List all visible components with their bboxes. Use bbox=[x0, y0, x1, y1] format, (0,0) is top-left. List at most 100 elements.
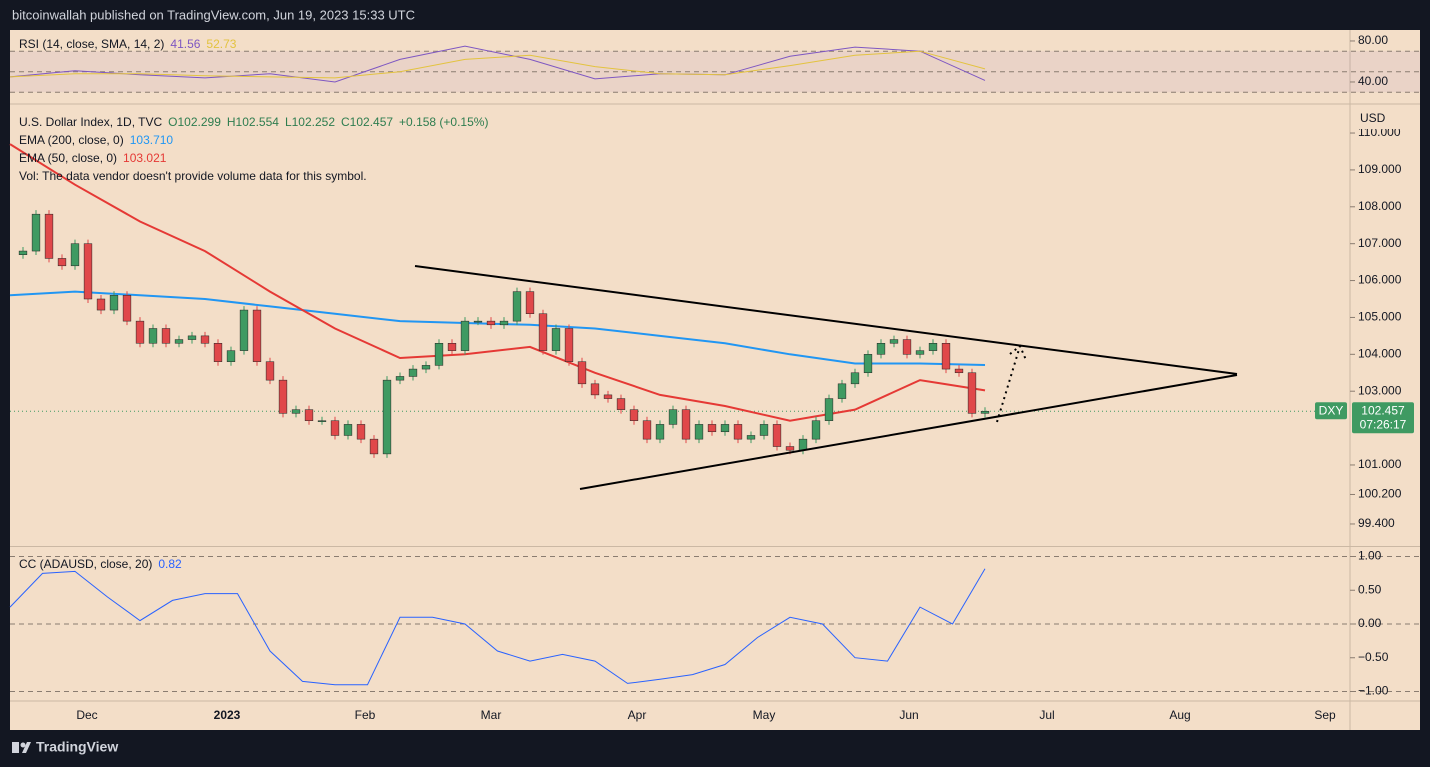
candle-body bbox=[811, 420, 821, 440]
legend-title: EMA (200, close, 0) bbox=[19, 133, 124, 147]
candle-body bbox=[278, 379, 288, 414]
legend-title: U.S. Dollar Index, 1D, TVC bbox=[19, 115, 162, 129]
candle-body bbox=[291, 409, 301, 414]
candle-body bbox=[486, 320, 496, 326]
candle-body bbox=[616, 398, 626, 410]
candle-body bbox=[889, 339, 899, 344]
tradingview-logo bbox=[12, 742, 31, 753]
x-tick-label: 2023 bbox=[214, 708, 241, 722]
indicator-line bbox=[9, 568, 986, 686]
drawings bbox=[414, 265, 1238, 490]
candle-body bbox=[694, 424, 704, 440]
candle-body bbox=[512, 291, 522, 322]
candle-body bbox=[148, 328, 158, 344]
candle-body bbox=[330, 420, 340, 436]
candle-body bbox=[226, 350, 236, 362]
candle-body bbox=[525, 291, 535, 315]
candle-body bbox=[265, 361, 275, 381]
symbol-tag-label: DXY bbox=[1319, 403, 1344, 417]
legend-value: 103.021 bbox=[123, 151, 167, 165]
y-tick-label: 0.50 bbox=[1358, 582, 1382, 596]
candle-body bbox=[356, 424, 366, 440]
candle-body bbox=[96, 298, 106, 311]
candle-body bbox=[720, 424, 730, 433]
candle-body bbox=[785, 446, 795, 451]
projection-arrow-head bbox=[1009, 344, 1027, 361]
candle-body bbox=[954, 368, 964, 374]
candle-body bbox=[577, 361, 587, 385]
y-tick-label: 0.00 bbox=[1358, 616, 1382, 630]
candle-body bbox=[473, 320, 483, 323]
candle-body bbox=[798, 438, 808, 451]
y-tick-label: 107.000 bbox=[1358, 236, 1402, 250]
candle-body bbox=[850, 372, 860, 385]
candle-body bbox=[252, 309, 262, 362]
header: bitcoinwallah published on TradingView.c… bbox=[12, 7, 415, 22]
y-tick-label: 99.400 bbox=[1358, 516, 1395, 530]
x-tick-label: Apr bbox=[628, 708, 647, 722]
price-tag bbox=[1352, 402, 1414, 434]
candle-body bbox=[304, 409, 314, 421]
footer: TradingView bbox=[36, 739, 118, 755]
candle-body bbox=[239, 309, 249, 351]
candle-body bbox=[213, 343, 223, 362]
candle-body bbox=[109, 295, 119, 311]
candle-body bbox=[980, 410, 990, 414]
candle-body bbox=[915, 350, 925, 355]
legend-title: CC (ADAUSD, close, 20) bbox=[19, 557, 152, 571]
candle-body bbox=[369, 438, 379, 455]
y-tick-label: 40.00 bbox=[1358, 74, 1388, 88]
legend-value: 41.56 bbox=[170, 37, 200, 51]
candle-body bbox=[590, 383, 600, 396]
candle-body bbox=[551, 328, 561, 351]
candle-body bbox=[603, 394, 613, 399]
candle-body bbox=[382, 379, 392, 455]
candle-body bbox=[941, 343, 951, 370]
candle-body bbox=[18, 250, 28, 255]
ema-line bbox=[9, 143, 986, 422]
candle-body bbox=[408, 368, 418, 377]
x-tick-label: May bbox=[753, 708, 776, 722]
x-tick-label: Jun bbox=[899, 708, 918, 722]
symbol-tag bbox=[1315, 402, 1347, 420]
y-tick-label: −1.00 bbox=[1358, 684, 1389, 698]
legend-title: RSI (14, close, SMA, 14, 2) bbox=[19, 37, 164, 51]
candle-body bbox=[200, 335, 210, 344]
legend-value: 0.82 bbox=[158, 557, 182, 571]
candle-body bbox=[421, 365, 431, 370]
candle-body bbox=[733, 424, 743, 440]
candle-body bbox=[343, 424, 353, 436]
axis-unit: USD bbox=[1360, 111, 1386, 125]
y-tick-label: 108.000 bbox=[1358, 199, 1402, 213]
candle-body bbox=[135, 320, 145, 344]
x-tick-label: Dec bbox=[76, 708, 97, 722]
projection-arrow bbox=[996, 345, 1021, 423]
legend-title: EMA (50, close, 0) bbox=[19, 151, 117, 165]
candle-body bbox=[44, 213, 54, 259]
y-tick-label: 106.000 bbox=[1358, 273, 1402, 287]
candle-body bbox=[161, 328, 171, 344]
trendline bbox=[414, 265, 1238, 375]
y-tick-label: 105.000 bbox=[1358, 310, 1402, 324]
candle-body bbox=[967, 372, 977, 414]
candle-body bbox=[83, 243, 93, 300]
y-tick-label: 104.000 bbox=[1358, 346, 1402, 360]
candle-body bbox=[31, 213, 41, 252]
candle-body bbox=[668, 409, 678, 425]
y-tick-label: −0.50 bbox=[1358, 650, 1389, 664]
candle-body bbox=[174, 339, 184, 344]
ohlc-value: H102.554 bbox=[227, 115, 279, 129]
y-tick-label: 100.200 bbox=[1358, 487, 1402, 501]
x-tick-label: Mar bbox=[481, 708, 502, 722]
candle-body bbox=[317, 420, 327, 422]
x-tick-label: Feb bbox=[355, 708, 376, 722]
candle-body bbox=[395, 376, 405, 381]
x-tick-label: Sep bbox=[1314, 708, 1336, 722]
candle-body bbox=[642, 420, 652, 440]
candle-body bbox=[746, 435, 756, 440]
y-tick-label: 1.00 bbox=[1358, 549, 1382, 563]
candle-body bbox=[460, 320, 470, 351]
candle-body bbox=[655, 424, 665, 440]
x-tick-label: Aug bbox=[1169, 708, 1190, 722]
